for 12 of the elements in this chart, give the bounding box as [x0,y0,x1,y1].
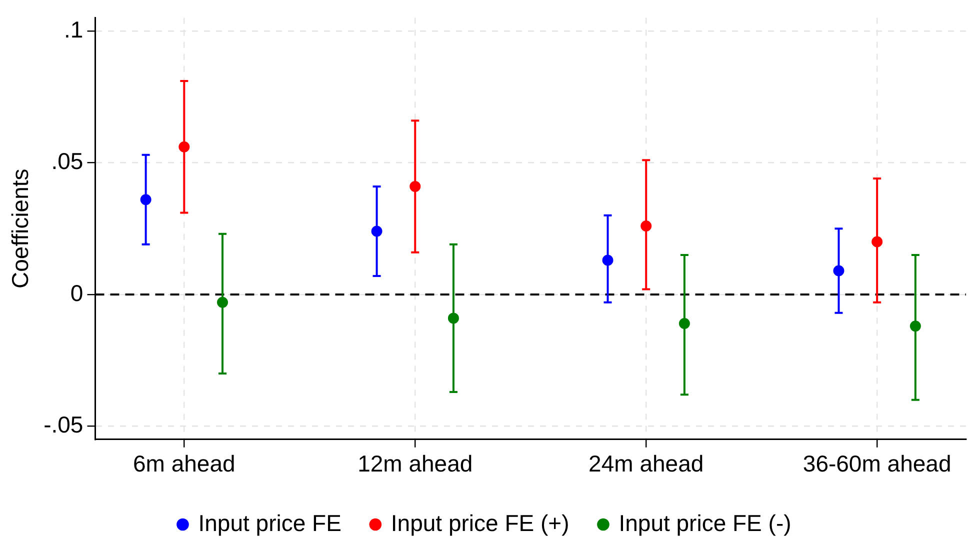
y-tick-label: -.05 [44,412,84,438]
y-tick-label: .1 [64,16,84,42]
legend-label: Input price FE (-) [618,510,792,536]
x-tick-label: 24m ahead [588,450,704,477]
legend-label: Input price FE (+) [390,510,570,536]
y-tick-label: .05 [51,148,84,174]
y-axis-title: Coefficients [7,168,34,288]
x-tick-label: 6m ahead [133,450,236,477]
y-tick-label: 0 [70,280,84,306]
legend-label: Input price FE [198,510,342,536]
x-tick-label: 12m ahead [358,450,473,477]
x-tick-label: 36-60m ahead [802,450,952,477]
